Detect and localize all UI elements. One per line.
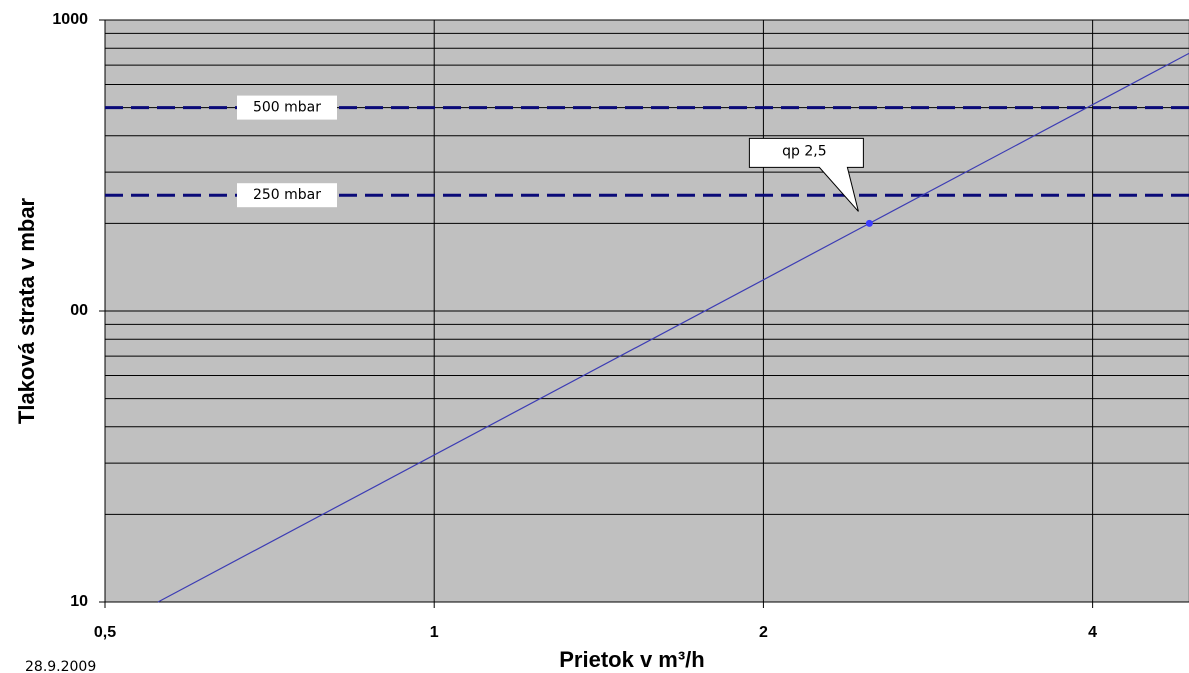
y-tick-label: 1000	[52, 11, 88, 28]
y-tick-label: 10	[70, 593, 88, 610]
x-tick-label: 1	[430, 624, 439, 641]
x-tick-label: 0,5	[94, 624, 116, 641]
reference-label-box	[237, 95, 337, 120]
y-axis-title: Tlaková strata v mbar	[14, 197, 39, 424]
y-tick-label: 00	[70, 302, 88, 319]
x-tick-label: 4	[1088, 624, 1097, 641]
annotated-point	[865, 219, 873, 227]
reference-label: 500 mbar	[253, 100, 321, 116]
reference-label-box	[237, 183, 337, 208]
footnote: 28.9.2009	[25, 659, 96, 673]
reference-label: 250 mbar	[253, 187, 321, 203]
callout	[748, 137, 864, 212]
callout-text: qp 2,5	[782, 143, 827, 159]
x-axis-title: Prietok v m³/h	[559, 647, 704, 672]
x-tick-label: 2	[759, 624, 768, 641]
